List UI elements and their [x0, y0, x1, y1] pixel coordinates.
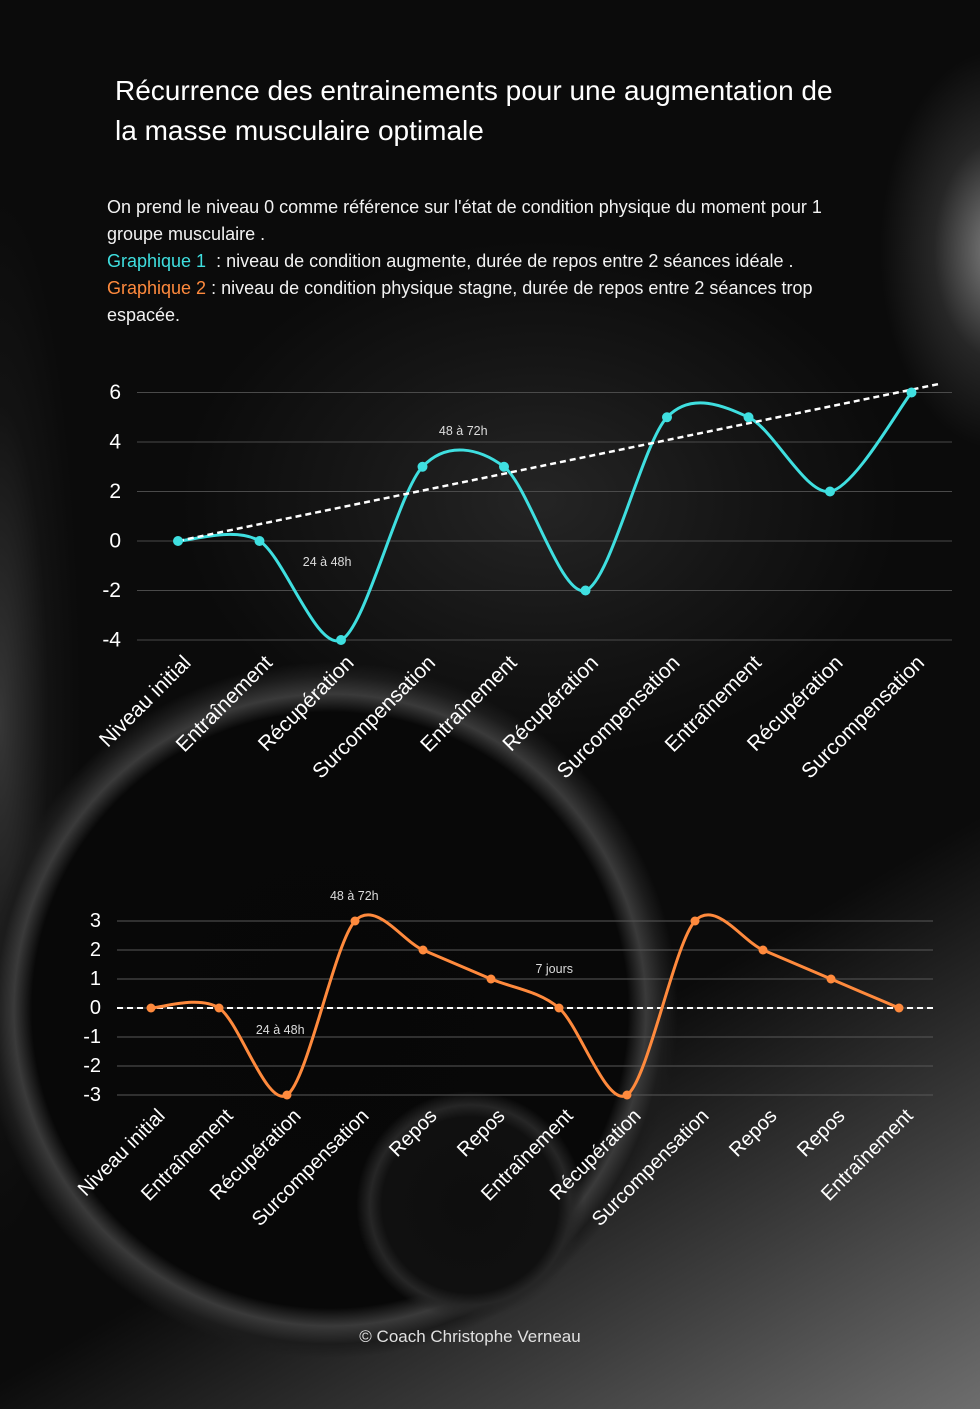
- chart1-ytick-label: 4: [109, 431, 121, 454]
- chart2-annotation: 48 à 72h: [330, 889, 379, 903]
- graph2-description: : niveau de condition physique stagne, d…: [107, 278, 818, 325]
- chart2-category-label: Repos: [385, 1105, 441, 1161]
- chart2-point: [894, 1003, 904, 1013]
- chart2-point: [146, 1003, 156, 1013]
- intro-text: On prend le niveau 0 comme référence sur…: [107, 194, 867, 329]
- chart2-ytick-label: -2: [83, 1055, 101, 1077]
- intro-reference: On prend le niveau 0 comme référence sur…: [107, 197, 822, 244]
- chart1-trendline: [177, 382, 939, 543]
- chart1-point: [417, 461, 428, 472]
- chart1-point: [499, 461, 509, 472]
- chart1-point: [825, 486, 835, 497]
- chart2-ytick-label: 2: [90, 939, 101, 961]
- chart2-point: [350, 916, 360, 926]
- chart2-point: [282, 1090, 292, 1100]
- chart2-point: [826, 974, 836, 984]
- graph1-description: : niveau de condition augmente, durée de…: [206, 251, 794, 271]
- chart2-point: [690, 916, 700, 926]
- intro-graph2: Graphique 2 : niveau de condition physiq…: [107, 275, 867, 329]
- chart1-point: [743, 412, 754, 423]
- chart2-category-label: Repos: [453, 1105, 509, 1161]
- chart2-point: [758, 945, 768, 955]
- graph2-label: Graphique 2: [107, 278, 207, 298]
- chart2-category-label: Surcompensation: [248, 1105, 374, 1231]
- chart1-point: [906, 387, 917, 398]
- chart2-ytick-label: 3: [90, 910, 101, 932]
- chart2-category-label: Repos: [725, 1105, 781, 1161]
- chart2-category-label: Surcompensation: [588, 1105, 714, 1231]
- chart2-annotation: 7 jours: [535, 962, 573, 976]
- chart1-ytick-label: 2: [109, 480, 121, 503]
- chart1-annotation: 24 à 48h: [303, 555, 352, 569]
- chart2-point: [554, 1003, 564, 1013]
- chart2-annotation: 24 à 48h: [256, 1023, 305, 1037]
- chart2-category-label: Repos: [793, 1105, 849, 1161]
- copyright-footer: © Coach Christophe Verneau: [359, 1327, 581, 1346]
- chart1-ytick-label: -2: [102, 579, 121, 602]
- chart1-point: [662, 412, 672, 423]
- graph1-label: Graphique 1: [107, 251, 207, 271]
- chart2-ytick-label: -1: [83, 1026, 101, 1048]
- chart1-point: [254, 536, 265, 546]
- chart2-ytick-label: 0: [90, 997, 101, 1019]
- chart1-annotation: 48 à 72h: [439, 424, 488, 438]
- chart1-ytick-label: 6: [109, 381, 121, 404]
- chart2-point: [418, 945, 428, 955]
- chart1-series-line: [176, 391, 913, 643]
- chart2-point: [214, 1003, 224, 1013]
- chart1-point: [580, 585, 591, 596]
- chart1-ytick-label: 0: [109, 530, 121, 553]
- chart2-series-line: [149, 913, 901, 1098]
- chart2-ytick-label: 1: [90, 968, 101, 990]
- page-title: Récurrence des entrainements pour une au…: [115, 75, 833, 146]
- chart2-point: [622, 1090, 632, 1100]
- chart2-ytick-label: -3: [83, 1084, 101, 1106]
- chart1-point: [336, 635, 346, 645]
- chart2-point: [486, 974, 496, 984]
- intro-graph1: Graphique 1 : niveau de condition augmen…: [107, 248, 867, 275]
- chart1-point: [173, 536, 183, 546]
- chart1-ytick-label: -4: [102, 629, 121, 652]
